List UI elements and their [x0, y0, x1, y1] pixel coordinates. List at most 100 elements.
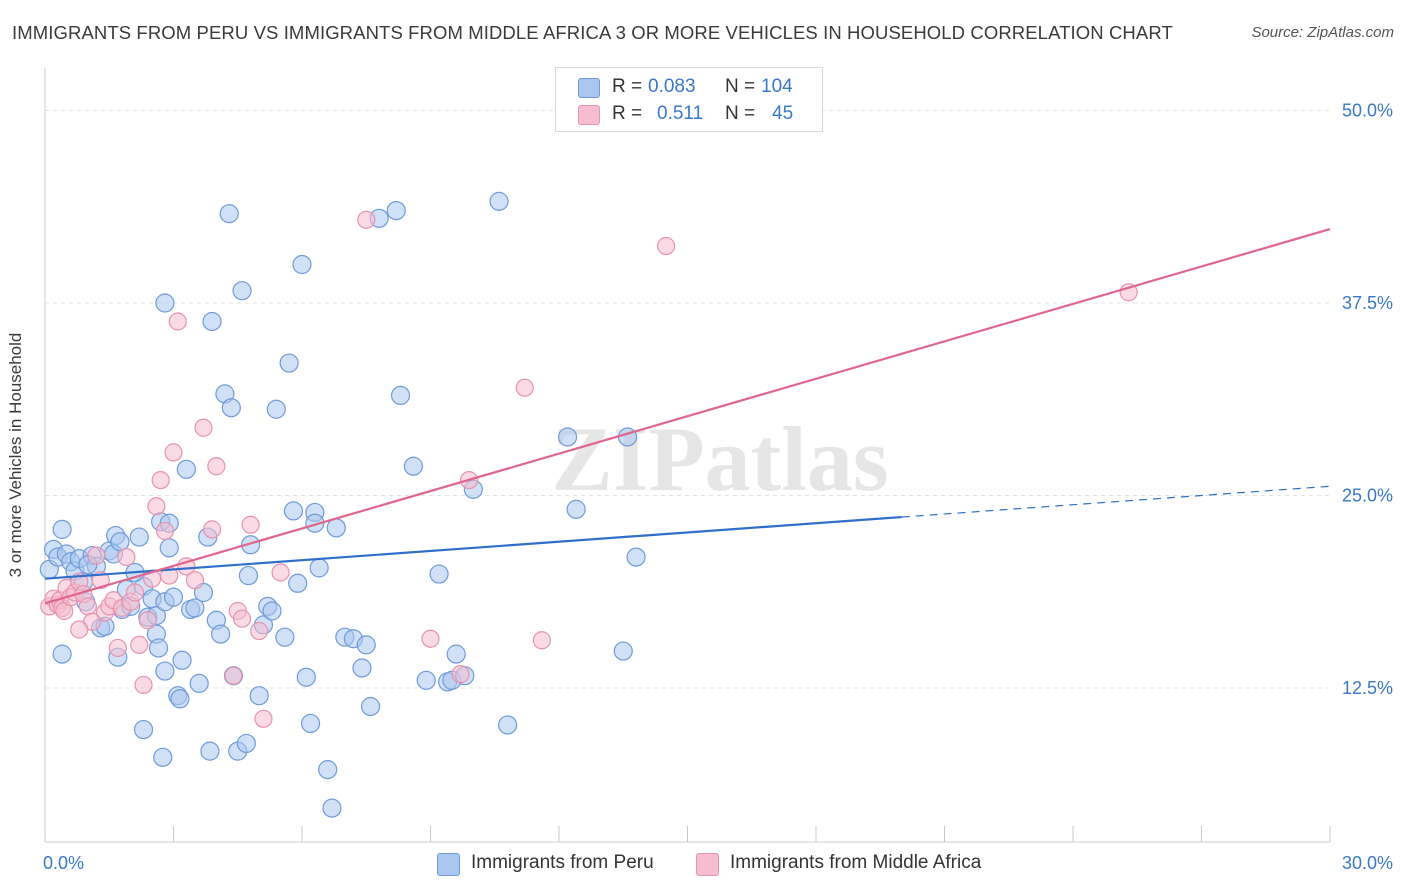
data-point: [613, 641, 633, 661]
data-point: [322, 798, 342, 818]
data-point: [78, 597, 97, 616]
data-point: [155, 521, 175, 541]
data-point: [108, 638, 127, 658]
data-point: [130, 635, 149, 654]
data-point: [292, 254, 312, 275]
data-point: [241, 535, 261, 555]
source-label: Source: ZipAtlas.com: [1251, 24, 1394, 41]
legend-r-label: R =: [612, 76, 643, 97]
data-point: [110, 532, 130, 552]
legend-n-value: 45: [772, 103, 794, 124]
data-point: [266, 399, 286, 419]
data-point: [232, 609, 252, 628]
data-point: [254, 709, 273, 728]
legend-n-label: N =: [725, 103, 756, 124]
data-point: [236, 733, 256, 754]
x-tick-label: 0.0%: [43, 853, 84, 873]
legend-r-value: 0.511: [657, 103, 704, 124]
gridlines: [45, 110, 1330, 689]
data-point: [87, 546, 106, 565]
data-point: [262, 601, 282, 621]
data-point: [656, 236, 676, 256]
data-point: [185, 598, 205, 618]
data-point: [318, 760, 338, 780]
data-point: [202, 520, 222, 539]
data-point: [241, 515, 260, 534]
data-point: [134, 675, 153, 695]
data-point: [202, 311, 222, 332]
data-point: [296, 667, 316, 687]
series-peru-points: [39, 191, 646, 818]
legend-swatch-africa: [696, 853, 719, 876]
data-point: [170, 689, 190, 709]
data-point: [219, 204, 239, 224]
legend-r-label: R =: [612, 103, 643, 124]
legend-n-value: 104: [761, 76, 793, 97]
data-point: [52, 644, 72, 664]
data-point: [283, 501, 304, 521]
data-point: [148, 638, 169, 658]
data-point: [232, 281, 252, 301]
data-point: [532, 631, 551, 650]
legend-swatch-peru: [437, 853, 460, 876]
data-point: [489, 191, 509, 211]
series-africa-points: [40, 210, 1138, 728]
data-point: [498, 715, 518, 735]
data-point: [275, 627, 295, 647]
watermark: ZIPatlas: [551, 408, 888, 510]
data-point: [133, 719, 154, 740]
data-point: [352, 658, 372, 678]
data-point: [164, 443, 183, 462]
data-point: [125, 583, 145, 602]
data-point: [189, 673, 209, 693]
legend-r-value: 0.083: [648, 76, 696, 97]
data-point: [155, 661, 175, 681]
data-point: [360, 696, 381, 717]
data-point: [194, 418, 213, 437]
data-point: [211, 624, 231, 644]
y-tick-label: 25.0%: [1342, 486, 1393, 506]
data-point: [403, 456, 423, 476]
data-point: [356, 635, 376, 655]
legend-n-label: N =: [725, 76, 756, 97]
data-point: [421, 629, 440, 648]
data-point: [117, 547, 136, 567]
data-point: [300, 713, 321, 734]
data-point: [451, 665, 470, 684]
data-point: [185, 571, 205, 590]
data-point: [138, 611, 157, 630]
legend-label-africa: Immigrants from Middle Africa: [730, 852, 982, 873]
legend-swatch-africa: [578, 105, 600, 125]
data-point: [172, 650, 192, 670]
data-point: [279, 353, 299, 373]
data-point: [163, 587, 184, 607]
y-tick-label: 12.5%: [1342, 678, 1393, 698]
data-point: [416, 670, 436, 690]
data-point: [288, 573, 308, 593]
tick-labels: 12.5% 25.0% 37.5% 50.0% 0.0% 30.0%: [43, 101, 1393, 874]
data-point: [626, 547, 646, 567]
data-point: [221, 398, 241, 418]
data-point: [446, 644, 466, 664]
data-point: [238, 565, 259, 586]
y-tick-label: 37.5%: [1342, 293, 1393, 313]
data-point: [70, 620, 89, 639]
data-point: [176, 459, 196, 479]
data-point: [515, 378, 534, 397]
data-point: [52, 519, 72, 539]
y-tick-label: 50.0%: [1342, 101, 1393, 121]
data-point: [271, 563, 290, 582]
trend-line-peru-extension: [901, 485, 1331, 518]
data-point: [390, 385, 411, 405]
data-point: [159, 538, 179, 558]
data-point: [566, 499, 586, 519]
legend-swatch-peru: [578, 78, 600, 98]
data-point: [250, 621, 269, 641]
legend-label-peru: Immigrants from Peru: [471, 852, 654, 873]
data-point: [200, 741, 220, 761]
trend-line-africa: [44, 228, 1331, 605]
chart-title: IMMIGRANTS FROM PERU VS IMMIGRANTS FROM …: [12, 22, 1173, 43]
data-point: [557, 427, 578, 447]
data-point: [357, 210, 376, 229]
data-point: [326, 518, 346, 538]
